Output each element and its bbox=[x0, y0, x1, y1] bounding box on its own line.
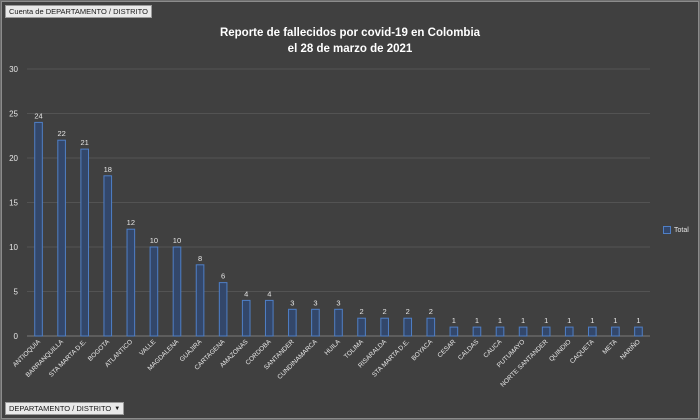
data-label: 1 bbox=[613, 316, 617, 325]
data-label: 1 bbox=[475, 316, 479, 325]
x-tick-label: META bbox=[601, 338, 619, 356]
x-tick-label: NORTE SANTANDER bbox=[499, 338, 549, 388]
data-label: 3 bbox=[313, 298, 317, 307]
bar[interactable] bbox=[380, 317, 389, 337]
data-label: 1 bbox=[498, 316, 502, 325]
data-label: 3 bbox=[336, 298, 340, 307]
y-tick-label: 20 bbox=[9, 154, 18, 163]
bar[interactable] bbox=[472, 326, 482, 337]
data-label: 2 bbox=[429, 307, 433, 316]
bar[interactable] bbox=[334, 308, 343, 337]
bar[interactable] bbox=[495, 326, 505, 337]
x-tick-label: TOLIMA bbox=[343, 338, 365, 360]
data-label: 1 bbox=[567, 316, 571, 325]
bar[interactable] bbox=[149, 246, 159, 337]
bar[interactable] bbox=[588, 326, 597, 337]
y-tick-label: 15 bbox=[9, 199, 18, 208]
chart-title: Reporte de fallecidos por covid-19 en Co… bbox=[219, 27, 481, 39]
bar[interactable] bbox=[311, 308, 320, 337]
report-filter-label: Cuenta de DEPARTAMENTO / DISTRITO bbox=[9, 7, 148, 16]
data-label: 1 bbox=[544, 316, 548, 325]
y-tick-label: 10 bbox=[9, 243, 18, 252]
axis-field-label: DEPARTAMENTO / DISTRITO bbox=[9, 404, 112, 413]
data-label: 22 bbox=[57, 129, 65, 138]
data-label: 1 bbox=[521, 316, 525, 325]
data-label: 6 bbox=[221, 272, 225, 281]
bar[interactable] bbox=[126, 228, 136, 337]
data-label: 3 bbox=[290, 298, 294, 307]
bar[interactable] bbox=[564, 326, 574, 337]
x-tick-label: CESAR bbox=[436, 338, 457, 359]
bar[interactable] bbox=[264, 299, 274, 337]
bar[interactable] bbox=[172, 246, 182, 337]
data-label: 2 bbox=[383, 307, 387, 316]
bar[interactable] bbox=[357, 317, 366, 337]
bar[interactable] bbox=[288, 308, 297, 337]
dropdown-arrow-icon[interactable]: ▼ bbox=[114, 406, 121, 412]
bar[interactable] bbox=[634, 326, 643, 337]
data-label: 24 bbox=[34, 111, 42, 120]
bar[interactable] bbox=[403, 317, 413, 337]
data-label: 10 bbox=[173, 236, 181, 245]
data-label: 1 bbox=[590, 316, 594, 325]
data-label: 8 bbox=[198, 254, 202, 263]
y-tick-label: 5 bbox=[14, 288, 19, 297]
bar[interactable] bbox=[57, 139, 66, 337]
x-tick-label: BOYACA bbox=[410, 338, 434, 362]
legend-swatch bbox=[663, 226, 671, 234]
bar[interactable] bbox=[611, 326, 620, 337]
bar[interactable] bbox=[195, 264, 205, 337]
data-label: 18 bbox=[104, 165, 112, 174]
axis-field-button[interactable]: DEPARTAMENTO / DISTRITO ▼ bbox=[5, 402, 125, 415]
legend: Total bbox=[663, 226, 689, 234]
data-label: 4 bbox=[267, 289, 271, 298]
x-tick-label: CALDAS bbox=[457, 338, 481, 362]
bar[interactable] bbox=[103, 175, 113, 337]
report-filter-field-button[interactable]: Cuenta de DEPARTAMENTO / DISTRITO bbox=[5, 5, 152, 18]
bar[interactable] bbox=[541, 326, 551, 337]
x-tick-label: CAUCA bbox=[482, 338, 504, 360]
y-tick-label: 30 bbox=[9, 65, 18, 74]
bar[interactable] bbox=[80, 148, 89, 337]
legend-label: Total bbox=[674, 226, 689, 234]
data-label: 12 bbox=[127, 218, 135, 227]
bar[interactable] bbox=[449, 326, 459, 337]
data-label: 2 bbox=[406, 307, 410, 316]
data-label: 1 bbox=[452, 316, 456, 325]
y-tick-label: 25 bbox=[9, 110, 18, 119]
data-label: 4 bbox=[244, 289, 248, 298]
x-tick-label: HUILA bbox=[323, 338, 342, 357]
data-label: 10 bbox=[150, 236, 158, 245]
x-tick-label: VALLE bbox=[138, 338, 157, 357]
x-tick-label: NARIÑO bbox=[618, 337, 642, 361]
x-tick-label: CAQUETA bbox=[569, 338, 596, 365]
bar[interactable] bbox=[426, 317, 436, 337]
data-label: 21 bbox=[81, 138, 89, 147]
bar[interactable] bbox=[518, 326, 528, 337]
bar[interactable] bbox=[34, 121, 43, 337]
y-tick-label: 0 bbox=[14, 332, 19, 341]
chart-subtitle: el 28 de marzo de 2021 bbox=[287, 43, 413, 55]
bar[interactable] bbox=[218, 282, 228, 337]
data-label: 2 bbox=[359, 307, 363, 316]
x-tick-label: CUNDINAMARCA bbox=[276, 338, 319, 381]
data-label: 1 bbox=[636, 316, 640, 325]
bar[interactable] bbox=[241, 299, 251, 337]
